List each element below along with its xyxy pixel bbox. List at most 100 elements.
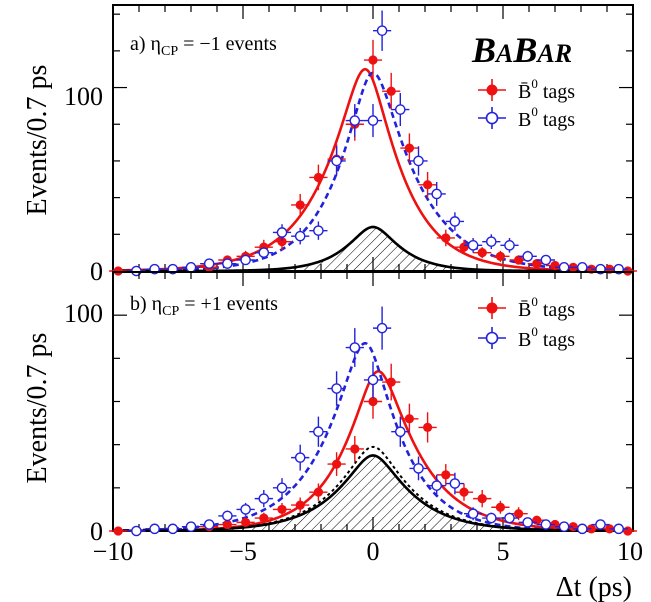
- data-point-b-bbar: [509, 507, 528, 521]
- data-point-a-b0: [536, 254, 555, 266]
- marker: [313, 225, 324, 236]
- marker: [258, 247, 270, 258]
- marker: [495, 251, 505, 261]
- data-point-a-b0: [236, 254, 255, 266]
- data-point-b-bbar: [491, 500, 510, 514]
- marker: [258, 493, 270, 504]
- data-point-b-b0: [254, 489, 273, 508]
- data-point-a-b0: [482, 234, 501, 249]
- fit-curve-b---fit-a: [113, 67, 633, 271]
- marker: [394, 104, 406, 115]
- marker: [423, 180, 433, 190]
- data-point-b-b0: [391, 416, 410, 447]
- data-point-a-b0: [445, 212, 464, 231]
- marker: [504, 512, 515, 524]
- marker: [394, 426, 406, 438]
- marker: [441, 470, 451, 480]
- marker: [113, 526, 123, 536]
- marker: [167, 523, 179, 535]
- marker: [413, 155, 424, 167]
- data-point-a-b0: [200, 258, 219, 269]
- data-point-b-b0: [145, 523, 164, 535]
- marker: [459, 487, 469, 497]
- marker: [277, 237, 287, 247]
- data-point-a-b0: [218, 258, 237, 269]
- legend-a-b0: B0 tags: [478, 104, 575, 131]
- marker: [413, 463, 424, 474]
- marker: [376, 25, 388, 36]
- data-point-b-bbar: [291, 497, 310, 513]
- legend-a: B̄0 tags B0 tags: [478, 76, 575, 131]
- data-point-b-b0: [163, 523, 182, 535]
- panel-b: 0 100 b) ηCP = +1 events B̄0 tags B0 tag…: [64, 271, 637, 546]
- marker: [386, 86, 396, 96]
- marker: [203, 258, 215, 269]
- data-point-b-bbar: [309, 483, 328, 501]
- x-axis-label: Δt (ps): [556, 572, 632, 602]
- marker: [368, 55, 378, 65]
- marker: [459, 242, 469, 252]
- data-point-b-bbar: [454, 483, 474, 501]
- marker: [313, 172, 323, 183]
- marker: [577, 523, 588, 535]
- marker: [295, 200, 305, 210]
- background-hatch-a: [113, 226, 633, 271]
- marker: [367, 374, 379, 386]
- y-axis-label-b: Events/0.7 ps: [22, 333, 53, 484]
- data-point-b-b0: [445, 472, 464, 495]
- background-fill-b: [113, 455, 633, 531]
- marker: [276, 482, 288, 494]
- data-point-b-b0: [482, 512, 501, 524]
- marker: [149, 523, 160, 535]
- marker: [477, 494, 487, 504]
- data-point-b-b0: [427, 474, 446, 497]
- data-point-a-b0: [309, 221, 328, 240]
- marker: [532, 259, 542, 269]
- marker: [477, 248, 487, 258]
- marker: [294, 452, 306, 463]
- data-point-b-bbar: [382, 363, 401, 401]
- marker: [332, 459, 342, 469]
- data-point-b-b0: [518, 517, 537, 528]
- marker: [222, 519, 232, 530]
- marker: [259, 513, 269, 523]
- legend-b-b0: B0 tags: [478, 324, 575, 351]
- marker: [294, 230, 306, 242]
- marker: [203, 519, 215, 530]
- data-point-b-b0: [291, 444, 310, 471]
- marker: [131, 525, 142, 537]
- marker: [467, 508, 479, 520]
- background-hatch-b: [113, 455, 633, 531]
- legend-a-b0-marker: [485, 111, 499, 125]
- data-point-b-bbar: [236, 517, 255, 527]
- panel-title-b: b) ηCP = +1 events: [130, 293, 278, 319]
- marker: [467, 240, 479, 251]
- marker: [295, 500, 305, 510]
- data-point-a-bbar: [291, 193, 310, 216]
- marker: [495, 502, 505, 512]
- legend-b-b0-label: B0 tags: [518, 324, 575, 351]
- marker: [349, 115, 361, 126]
- data-point-b-b0: [127, 525, 146, 537]
- marker: [595, 519, 606, 530]
- marker: [277, 504, 287, 515]
- legend-a-bbar-label: B̄0 tags: [518, 76, 575, 103]
- y-tick-label-a-100: 100: [64, 82, 103, 111]
- marker: [349, 342, 361, 353]
- data-point-a-b0: [363, 104, 383, 138]
- data-point-a-b0: [518, 250, 537, 262]
- legend-b: B̄0 tags B0 tags: [478, 294, 575, 351]
- marker: [431, 480, 443, 491]
- data-point-b-bbar: [400, 403, 419, 434]
- data-point-a-b0: [573, 262, 592, 273]
- marker: [222, 258, 233, 269]
- data-point-b-b0: [573, 523, 592, 535]
- data-point-a-b0: [500, 237, 519, 253]
- data-point-b-bbar: [436, 464, 455, 486]
- data-points-b: [109, 306, 637, 537]
- marker: [222, 510, 233, 522]
- legend-b-bbar-marker: [486, 302, 498, 314]
- legend-b-bbar: B̄0 tags: [478, 294, 575, 321]
- data-point-b-b0: [373, 306, 392, 350]
- y-tick-label-b-100: 100: [64, 299, 103, 328]
